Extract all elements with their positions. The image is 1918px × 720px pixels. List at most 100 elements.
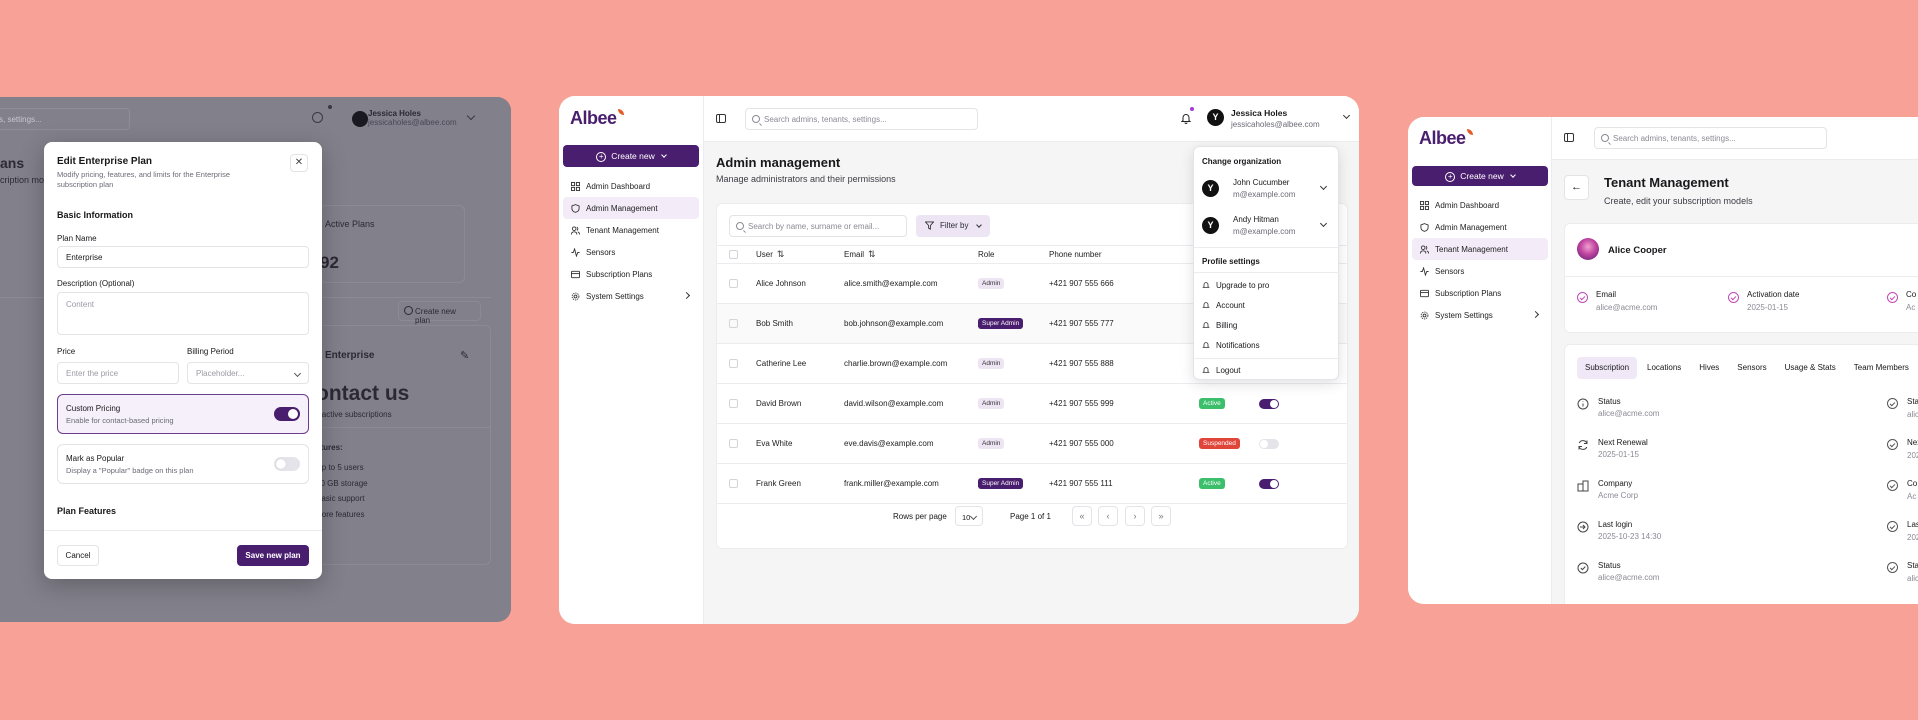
cell-email: alice.smith@example.com [844,263,978,304]
chevron-down-icon[interactable] [1342,111,1351,120]
row-checkbox[interactable] [729,439,738,449]
cell-user: Alice Johnson [756,263,844,304]
plan-price: ontact us [316,382,410,405]
tab-hives[interactable]: Hives [1699,363,1720,372]
enabled-toggle[interactable] [1259,438,1279,449]
search-input[interactable]: s, settings... [0,108,130,130]
row-checkbox[interactable] [729,279,738,289]
sidebar-item-subscription-plans[interactable]: Subscription Plans [563,263,699,285]
table-row[interactable]: David Brown david.wilson@example.com Admin… [717,383,1347,424]
sidebar-toggle-icon[interactable] [1564,133,1574,142]
sidebar-item-tenant-management[interactable]: Tenant Management [1412,238,1548,260]
sort-icon[interactable]: ⇅ [776,249,785,259]
tab-sensors[interactable]: Sensors [1737,363,1767,372]
row-checkbox[interactable] [729,359,738,369]
menu-item-billing[interactable]: Billing [1202,321,1237,330]
cell-phone: +421 907 555 999 [1049,383,1199,424]
create-plan-button[interactable]: Create new plan [398,301,481,325]
sidebar-toggle-icon[interactable] [716,114,726,123]
sidebar-item-system-settings[interactable]: System Settings [1412,304,1548,326]
tab-subscription[interactable]: Subscription [1577,357,1638,379]
sidebar-item-subscription-plans[interactable]: Subscription Plans [1412,282,1548,304]
cell-role: Admin [978,423,1049,464]
albee-logo[interactable]: Albee [1419,128,1473,149]
menu-item-notifications[interactable]: Notifications [1202,341,1260,350]
enabled-toggle[interactable] [1259,478,1279,489]
org-item[interactable]: Y John Cucumber m@example.com [1202,174,1332,204]
first-page-icon[interactable]: « [1072,506,1092,526]
table-row[interactable]: Catherine Lee charlie.brown@example.com Ad… [717,343,1347,384]
price-input[interactable]: Enter the price [57,362,179,384]
sidebar-item-system-settings[interactable]: System Settings [563,285,699,307]
billing-period-select[interactable]: Placeholder... [187,362,309,384]
profile-settings-heading: Profile settings [1202,257,1260,266]
user-menu[interactable]: Jessica Holes jessicaholes@albee.com [368,109,457,127]
column-header-email[interactable]: Email ⇅ [844,245,978,264]
cancel-button[interactable]: Cancel [57,545,99,566]
bell-icon[interactable] [1180,111,1192,124]
menu-item-logout[interactable]: Logout [1202,366,1240,375]
sidebar-item-sensors[interactable]: Sensors [563,241,699,263]
user-name[interactable]: Jessica Holes [1231,108,1288,118]
cell-phone: +421 907 555 666 [1049,263,1199,304]
last-page-icon[interactable]: » [1151,506,1171,526]
tab-usage-stats[interactable]: Usage & Stats [1784,363,1836,372]
org-email: m@example.com [1233,227,1296,236]
column-header-user[interactable]: User ⇅ [756,245,844,264]
tab-team-members[interactable]: Team Members [1853,363,1909,372]
avatar[interactable] [352,111,368,127]
row-checkbox[interactable] [729,319,738,329]
sidebar-item-admin-management[interactable]: Admin Management [1412,216,1548,238]
status-badge: Active [1199,478,1225,489]
table-row[interactable]: Frank Green frank.miller@example.com Super… [717,463,1347,504]
check-circle-icon [1577,562,1589,574]
sidebar-item-tenant-management[interactable]: Tenant Management [563,219,699,241]
custom-pricing-toggle[interactable] [274,407,300,421]
row-checkbox[interactable] [729,479,738,489]
global-search-input[interactable]: Search admins, tenants, settings... [745,108,978,130]
create-new-button[interactable]: + Create new [1412,166,1548,186]
chevron-down-icon[interactable] [1319,182,1328,191]
cell-role: Admin [978,263,1049,304]
next-page-icon[interactable]: › [1125,506,1145,526]
table-search-input[interactable]: Search by name, surname or email... [729,215,907,237]
role-badge: Admin [978,438,1005,449]
avatar[interactable]: Y [1207,109,1224,126]
global-search-input[interactable]: Search admins, tenants, settings... [1594,127,1827,149]
create-new-button[interactable]: + Create new [563,145,699,167]
albee-logo[interactable]: Albee [570,108,624,129]
sort-icon[interactable]: ⇅ [868,249,876,259]
table-row[interactable]: Eva White eve.davis@example.com Admin +421 … [717,423,1347,464]
select-all-checkbox[interactable] [729,250,738,260]
org-item[interactable]: Y Andy Hitman m@example.com [1202,211,1332,241]
mark-popular-toggle[interactable] [274,457,300,471]
sidebar-item-admin-dashboard[interactable]: Admin Dashboard [563,175,699,197]
rows-per-page-select[interactable]: 10 [955,506,983,526]
sidebar-item-admin-management[interactable]: Admin Management [563,197,699,219]
cell-role: Super Admin [978,463,1049,504]
tab-locations[interactable]: Locations [1647,363,1682,372]
chevron-down-icon[interactable] [1319,219,1328,228]
sidebar-item-admin-dashboard[interactable]: Admin Dashboard [1412,194,1548,216]
sidebar-item-label: Sensors [1435,266,1465,276]
enabled-toggle[interactable] [1259,398,1279,409]
filter-button[interactable]: Filter by [916,215,990,237]
menu-item-upgrade[interactable]: Upgrade to pro [1202,281,1269,290]
feature-item: Basic support [316,494,365,503]
row-checkbox[interactable] [729,399,738,409]
back-arrow-icon[interactable]: ← [1564,175,1589,200]
sidebar-item-label: Sensors [586,247,616,257]
prev-page-icon[interactable]: ‹ [1098,506,1118,526]
description-textarea[interactable]: Content [57,292,309,335]
mark-popular-card[interactable]: Mark as Popular Display a "Popular" badg… [57,444,309,484]
close-icon[interactable]: ✕ [290,154,308,172]
plan-name-input[interactable]: Enterprise [57,246,309,268]
cell-enabled [1259,463,1347,504]
sidebar-item-sensors[interactable]: Sensors [1412,260,1548,282]
edit-icon[interactable]: ✎ [460,350,470,362]
menu-item-account[interactable]: Account [1202,301,1245,310]
custom-pricing-card[interactable]: Custom Pricing Enable for contact-based … [57,394,309,434]
row-checkbox-cell [717,423,756,464]
search-placeholder: Search admins, tenants, settings... [764,115,887,124]
save-plan-button[interactable]: Save new plan [237,545,309,566]
